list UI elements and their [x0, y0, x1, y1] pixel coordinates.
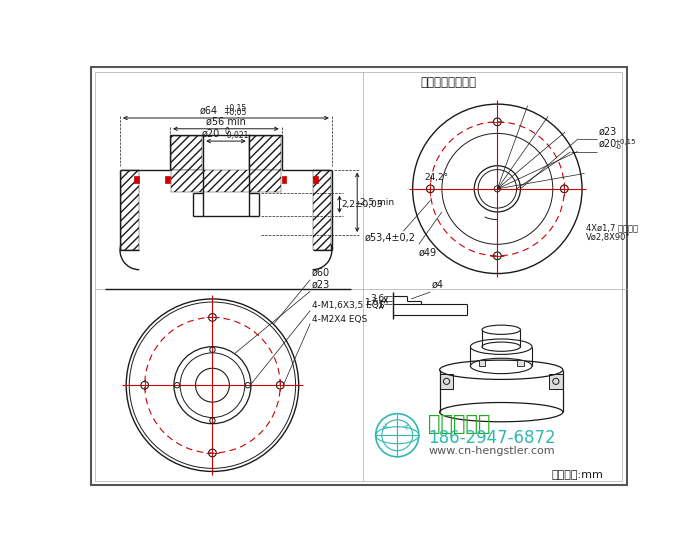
Bar [281, 176, 286, 183]
Text: ø4: ø4 [432, 280, 444, 290]
Bar [165, 176, 170, 183]
Text: 尺寸单位:mm: 尺寸单位:mm [552, 470, 603, 480]
Text: >: > [379, 420, 390, 432]
Text: ø20: ø20 [202, 129, 220, 139]
Text: 3,6: 3,6 [370, 294, 384, 303]
Text: ø23: ø23 [599, 126, 617, 137]
Text: ø60: ø60 [312, 267, 330, 277]
Bar [249, 136, 281, 170]
Text: >: > [400, 420, 412, 432]
Text: 4-M2X4 EQS: 4-M2X4 EQS [312, 315, 367, 324]
Bar [517, 360, 524, 366]
Text: 2,2±0,03: 2,2±0,03 [341, 200, 382, 209]
Bar [314, 176, 318, 183]
Text: ø53,4±0,2: ø53,4±0,2 [365, 234, 416, 243]
Text: 西安德伍拓: 西安德伍拓 [428, 415, 491, 434]
Bar [171, 170, 281, 192]
Bar [171, 136, 202, 170]
Text: 186-2947-6872: 186-2947-6872 [428, 428, 556, 446]
Text: ø49: ø49 [419, 247, 437, 257]
Text: -0,021: -0,021 [225, 131, 248, 141]
Text: ø56 min: ø56 min [206, 117, 246, 126]
Text: +0,15: +0,15 [223, 103, 247, 113]
Bar [549, 374, 563, 389]
Text: 24,2°: 24,2° [424, 173, 448, 182]
Text: 1,6: 1,6 [365, 298, 379, 307]
Text: 4-M1,6X3,5 EQS: 4-M1,6X3,5 EQS [312, 301, 384, 310]
Text: 2,5 min: 2,5 min [360, 198, 393, 207]
Bar [134, 176, 139, 183]
Bar [312, 170, 331, 249]
Text: ø23: ø23 [312, 280, 330, 290]
Bar [121, 170, 139, 249]
Text: -0: -0 [615, 144, 622, 150]
Text: 0: 0 [225, 127, 230, 136]
Text: +0,15: +0,15 [615, 139, 636, 145]
Text: 动盘轴向螺栓安装: 动盘轴向螺栓安装 [420, 77, 476, 89]
Text: +0,05: +0,05 [223, 108, 247, 117]
Text: ø64: ø64 [200, 106, 218, 115]
Bar [479, 360, 485, 366]
Bar [440, 374, 454, 389]
Text: 4Xø1,7 均匀分布: 4Xø1,7 均匀分布 [586, 224, 638, 232]
Text: www.cn-hengstler.com: www.cn-hengstler.com [428, 446, 554, 456]
Text: Vø2,8X90°: Vø2,8X90° [586, 232, 631, 242]
Text: ø20: ø20 [599, 139, 617, 149]
